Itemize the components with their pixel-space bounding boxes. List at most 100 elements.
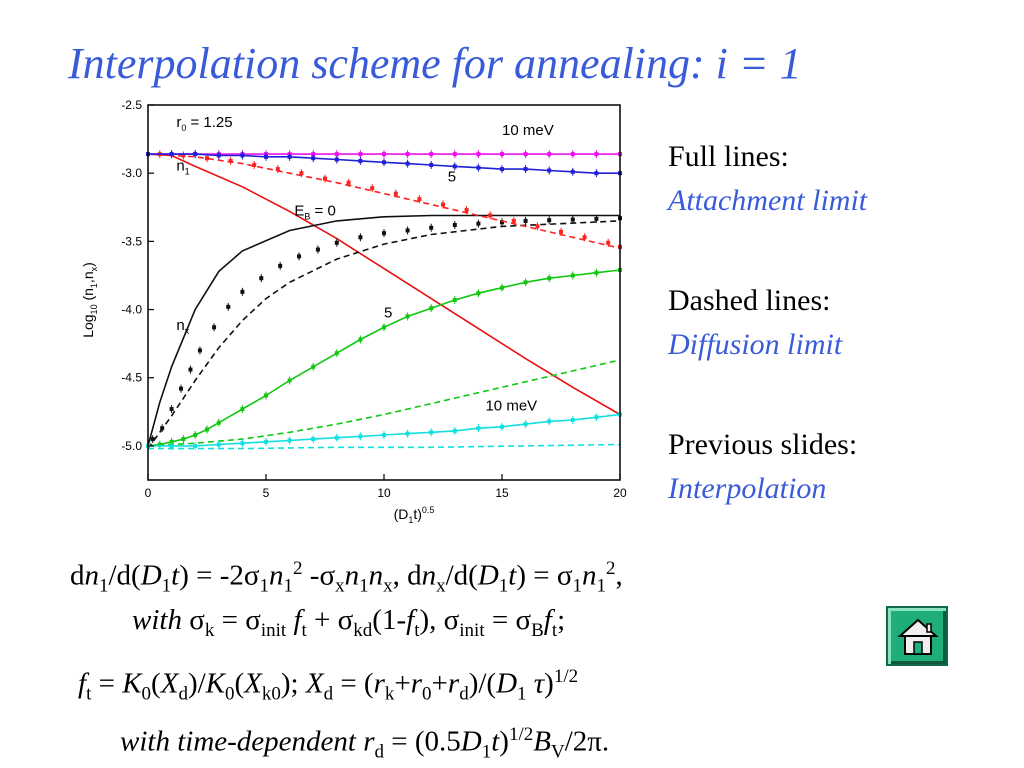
home-button[interactable] [886,606,948,666]
y-tick-label: -5.0 [121,439,142,453]
series-10-point [334,433,339,442]
series-10-point [382,431,386,439]
series-3-point [169,405,174,414]
x-tick-label: 10 [377,486,391,500]
series-6-point [405,150,410,159]
series-8-point [205,425,209,434]
series-11-line [148,443,621,450]
series-8-point [358,335,363,344]
series-5-point [323,174,327,183]
series-6-point [476,150,481,159]
series-7-point [216,151,221,160]
series-7-point [193,150,198,159]
series-10-point [264,437,268,446]
chart-annotation: 5 [448,168,456,185]
series-6-point [382,150,386,159]
series-7-point [169,150,174,159]
series-8-point [240,405,245,414]
series-1-line [147,214,620,447]
series-8-point [547,274,552,283]
legend-dashed-label: Dashed lines: [668,284,831,317]
legend-dashed-desc: Diffusion limit [668,328,843,361]
chart-annotation: EB = 0 [294,202,335,221]
series-0-line [147,153,621,416]
series-8-point [193,431,198,439]
series-10-point [570,416,575,424]
series-5-point [275,165,280,174]
equation-line-4: with time-dependent rd = (0.5D1t)1/2BV/2… [120,724,610,763]
series-5-point [228,156,233,165]
legend-prev-desc: Interpolation [668,472,827,505]
series-5-point [559,227,563,236]
series-7-point [500,165,504,174]
series-8-point [476,289,481,298]
series-8-point [216,418,221,427]
series-7-point [334,155,339,164]
series-7-point [358,156,363,165]
series-8-point [523,278,528,287]
series-7-point [476,163,481,172]
y-tick-label: -4.5 [121,371,142,385]
series-7-point [523,165,528,174]
series-10-point [452,426,457,435]
series-6-point [570,150,575,159]
series-10-point [476,424,481,433]
series-3-point [429,223,434,232]
series-5-point [441,200,445,209]
series-8-point [570,271,575,280]
series-5-point [181,151,186,160]
series-10-point [594,413,599,422]
series-7-point [429,161,434,169]
legend-full-desc: Attachment limit [668,184,868,217]
series-6-point [452,150,457,159]
series-8-point [429,304,434,313]
series-3-point [405,226,410,235]
equation-line-3: ft = K0(Xd)/K0(Xk0); Xd = (rk+r0+rd)/(D1… [78,666,579,705]
series-7-point [264,152,268,161]
series-5-point [252,161,257,169]
series-4-line [147,153,621,249]
x-tick-label: 5 [263,486,270,500]
series-6-point [547,150,552,159]
series-8-point [334,349,339,358]
series-3-point [594,214,599,223]
legend: Full lines: Attachment limit Dashed line… [668,135,867,511]
slide-title: Interpolation scheme for annealing: i = … [68,39,802,88]
series-10-point [358,432,363,441]
series-5-point [606,238,611,247]
series-6-point [594,150,599,159]
y-tick-label: -3.5 [121,234,142,248]
series-5-point [464,206,469,214]
series-3-point [523,216,528,225]
series-3-point [476,219,481,228]
x-axis-label: (D1t)0.5 [394,505,435,525]
series-5-point [393,189,398,198]
series-10-point [547,417,552,426]
series-8-point [594,268,599,277]
y-tick-label: -4.0 [121,303,142,317]
chart: 0 5 10 15 20 -2.5 -3.0 -3.5 -4.0 -4.5 -5.0 r0 = 1.… [80,98,627,525]
chart-annotation: 5 [384,305,392,322]
series-8-point [452,296,457,304]
y-axis-label: Log10 (n1,nx) [80,262,99,338]
series-3-point [500,218,504,227]
series-10-point [287,436,292,445]
series-8-point [311,362,316,371]
series-3-point [212,323,217,332]
series-3-point [297,252,302,261]
series-3-point [197,346,202,355]
series-3-point [188,365,193,374]
x-tick-label: 15 [495,486,509,500]
series-5-point [299,169,304,178]
series-5-point [535,222,540,231]
y-tick-label: -3.0 [121,166,142,180]
series-8-point [181,435,186,444]
series-7-point [570,167,575,176]
series-5-point [370,184,375,193]
series-10-point [523,420,528,429]
chart-annotation: n1 [176,157,189,176]
series-7-point [382,158,386,167]
x-tick-label: 0 [145,486,152,500]
series-10-point [405,429,410,438]
series-3-point [259,274,264,283]
